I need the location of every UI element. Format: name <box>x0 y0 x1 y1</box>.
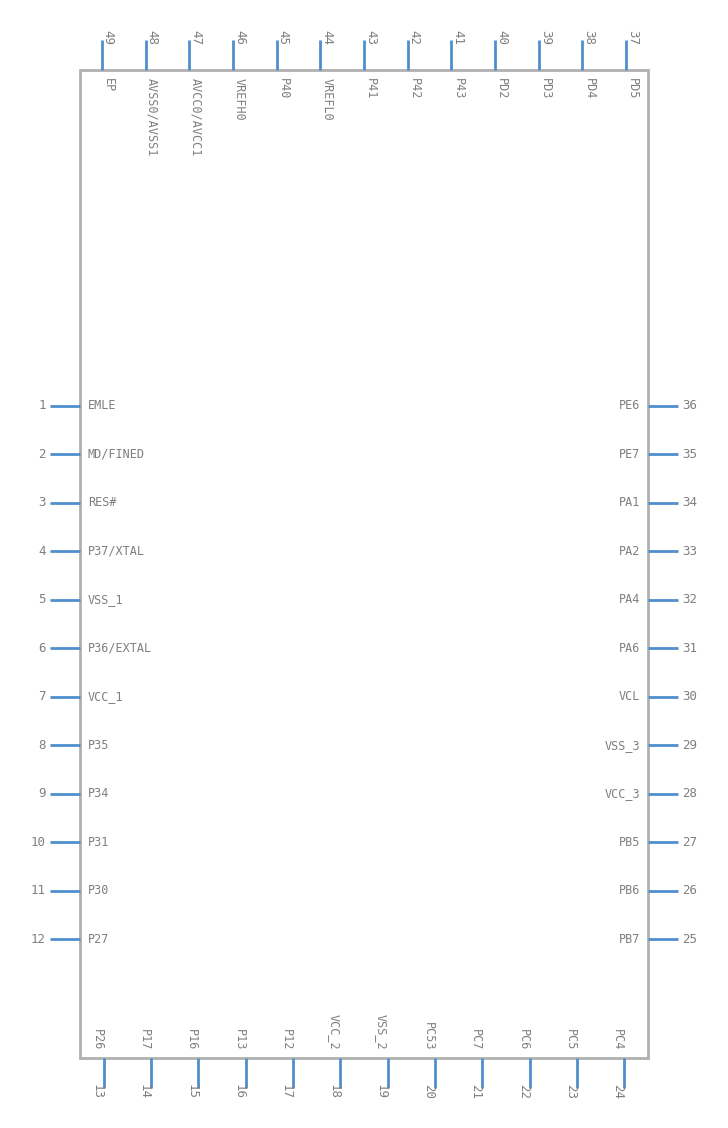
Text: 7: 7 <box>39 690 46 704</box>
Text: VCC_3: VCC_3 <box>604 787 640 801</box>
Text: 47: 47 <box>189 29 202 44</box>
Text: 38: 38 <box>582 29 596 44</box>
Text: 2: 2 <box>39 448 46 461</box>
Text: VREFH0: VREFH0 <box>233 78 246 121</box>
Text: PC6: PC6 <box>517 1029 530 1050</box>
Text: 46: 46 <box>233 29 246 44</box>
Text: 24: 24 <box>612 1084 625 1099</box>
Text: 12: 12 <box>31 933 46 946</box>
Text: 1: 1 <box>39 399 46 413</box>
Text: 49: 49 <box>102 29 115 44</box>
Text: PD5: PD5 <box>626 78 639 99</box>
Text: 36: 36 <box>682 399 697 413</box>
Text: 29: 29 <box>682 739 697 752</box>
Bar <box>80 70 648 1058</box>
Text: AVCC0/AVCC1: AVCC0/AVCC1 <box>189 78 202 157</box>
Text: 11: 11 <box>31 884 46 898</box>
Text: 43: 43 <box>364 29 377 44</box>
Text: 10: 10 <box>31 836 46 849</box>
Text: P34: P34 <box>88 787 109 801</box>
Text: PC53: PC53 <box>422 1022 435 1050</box>
Text: 19: 19 <box>375 1084 388 1099</box>
Text: 3: 3 <box>39 496 46 510</box>
Text: PD2: PD2 <box>495 78 508 99</box>
Text: VSS_3: VSS_3 <box>604 739 640 752</box>
Text: P30: P30 <box>88 884 109 898</box>
Text: 14: 14 <box>138 1084 151 1099</box>
Text: 27: 27 <box>682 836 697 849</box>
Text: 20: 20 <box>422 1084 435 1099</box>
Text: P40: P40 <box>277 78 290 99</box>
Text: PB7: PB7 <box>619 933 640 946</box>
Text: P36/EXTAL: P36/EXTAL <box>88 642 152 655</box>
Text: 28: 28 <box>682 787 697 801</box>
Text: P41: P41 <box>364 78 377 99</box>
Text: 26: 26 <box>682 884 697 898</box>
Text: P13: P13 <box>233 1029 245 1050</box>
Text: P27: P27 <box>88 933 109 946</box>
Text: 42: 42 <box>408 29 421 44</box>
Text: P37/XTAL: P37/XTAL <box>88 545 145 558</box>
Text: PC5: PC5 <box>564 1029 577 1050</box>
Text: 25: 25 <box>682 933 697 946</box>
Text: P12: P12 <box>280 1029 293 1050</box>
Text: 18: 18 <box>328 1084 340 1099</box>
Text: 37: 37 <box>626 29 639 44</box>
Text: 22: 22 <box>517 1084 530 1099</box>
Text: PA1: PA1 <box>619 496 640 510</box>
Text: PE6: PE6 <box>619 399 640 413</box>
Text: PA4: PA4 <box>619 593 640 607</box>
Text: PE7: PE7 <box>619 448 640 461</box>
Text: P43: P43 <box>451 78 464 99</box>
Text: 5: 5 <box>39 593 46 607</box>
Text: MD/FINED: MD/FINED <box>88 448 145 461</box>
Text: P31: P31 <box>88 836 109 849</box>
Text: 17: 17 <box>280 1084 293 1099</box>
Text: VCC_1: VCC_1 <box>88 690 124 704</box>
Text: 4: 4 <box>39 545 46 558</box>
Text: PD3: PD3 <box>539 78 552 99</box>
Text: VCL: VCL <box>619 690 640 704</box>
Text: 23: 23 <box>564 1084 577 1099</box>
Text: 21: 21 <box>470 1084 483 1099</box>
Text: PC4: PC4 <box>612 1029 625 1050</box>
Text: VSS_2: VSS_2 <box>375 1014 388 1050</box>
Text: RES#: RES# <box>88 496 116 510</box>
Text: PA6: PA6 <box>619 642 640 655</box>
Text: 8: 8 <box>39 739 46 752</box>
Text: 6: 6 <box>39 642 46 655</box>
Text: 16: 16 <box>233 1084 245 1099</box>
Text: P17: P17 <box>138 1029 151 1050</box>
Text: PB6: PB6 <box>619 884 640 898</box>
Text: P26: P26 <box>91 1029 103 1050</box>
Text: AVSS0/AVSS1: AVSS0/AVSS1 <box>146 78 159 157</box>
Text: 33: 33 <box>682 545 697 558</box>
Text: PC7: PC7 <box>470 1029 483 1050</box>
Text: VSS_1: VSS_1 <box>88 593 124 607</box>
Text: 9: 9 <box>39 787 46 801</box>
Text: P42: P42 <box>408 78 421 99</box>
Text: 41: 41 <box>451 29 464 44</box>
Text: 15: 15 <box>186 1084 198 1099</box>
Text: 45: 45 <box>277 29 290 44</box>
Text: 31: 31 <box>682 642 697 655</box>
Text: PA2: PA2 <box>619 545 640 558</box>
Text: VCC_2: VCC_2 <box>328 1014 340 1050</box>
Text: P16: P16 <box>186 1029 198 1050</box>
Text: 44: 44 <box>320 29 333 44</box>
Text: 34: 34 <box>682 496 697 510</box>
Text: EP: EP <box>102 78 115 92</box>
Text: 48: 48 <box>146 29 159 44</box>
Text: 35: 35 <box>682 448 697 461</box>
Text: 40: 40 <box>495 29 508 44</box>
Text: 30: 30 <box>682 690 697 704</box>
Text: EMLE: EMLE <box>88 399 116 413</box>
Text: PD4: PD4 <box>582 78 596 99</box>
Text: PB5: PB5 <box>619 836 640 849</box>
Text: 39: 39 <box>539 29 552 44</box>
Text: VREFL0: VREFL0 <box>320 78 333 121</box>
Text: 32: 32 <box>682 593 697 607</box>
Text: P35: P35 <box>88 739 109 752</box>
Text: 13: 13 <box>91 1084 103 1099</box>
